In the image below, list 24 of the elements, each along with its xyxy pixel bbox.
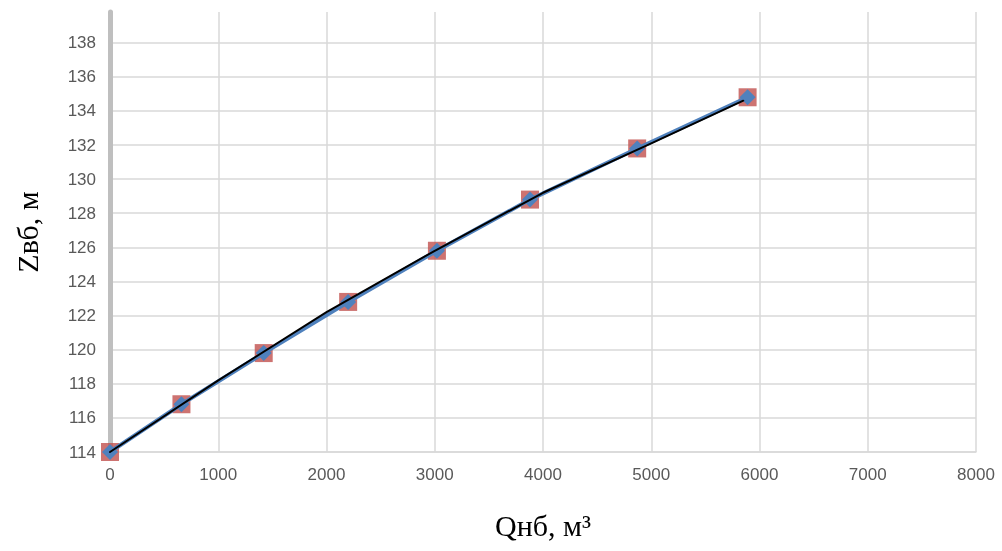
y-tick-label: 128 <box>67 203 96 223</box>
x-tick-label: 8000 <box>957 465 995 484</box>
y-tick-label: 136 <box>67 67 96 87</box>
y-tick-label: 120 <box>67 340 96 360</box>
x-axis-title: Qнб, м³ <box>495 508 591 542</box>
x-tick-label: 6000 <box>740 465 779 484</box>
y-tick-label: 114 <box>68 442 96 462</box>
x-tick-label: 2000 <box>307 465 346 484</box>
y-tick-label: 118 <box>68 374 96 394</box>
y-tick-label: 122 <box>67 306 96 326</box>
y-tick-label: 134 <box>67 101 96 121</box>
x-tick-label: 4000 <box>524 465 562 484</box>
x-tick-label: 3000 <box>415 465 454 484</box>
x-tick-label: 0 <box>105 465 115 484</box>
y-tick-label: 124 <box>67 271 96 291</box>
y-tick-label: 132 <box>67 135 96 155</box>
x-tick-label: 5000 <box>632 465 671 484</box>
y-tick-label: 138 <box>67 33 96 53</box>
x-tick-label: 1000 <box>199 465 238 484</box>
y-axis-title: Zвб, м <box>10 191 44 273</box>
y-tick-label: 126 <box>67 237 96 257</box>
x-tick-label: 7000 <box>848 465 887 484</box>
y-tick-label: 130 <box>67 169 96 189</box>
y-tick-label: 116 <box>68 408 96 428</box>
